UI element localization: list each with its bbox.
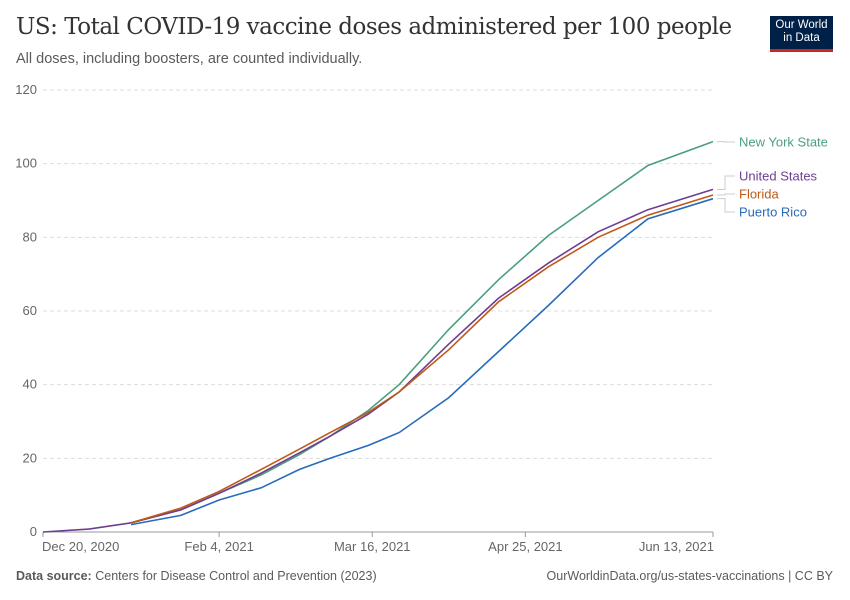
y-tick-label: 60 [23, 303, 37, 318]
source-url[interactable]: OurWorldinData.org/us-states-vaccination… [546, 569, 833, 583]
y-tick-label: 20 [23, 450, 37, 465]
series-line-new-york-state [130, 140, 714, 524]
y-tick-label: 100 [15, 156, 37, 171]
y-tick-label: 0 [30, 524, 37, 539]
series-line-florida [130, 194, 714, 524]
series-label: New York State [739, 135, 828, 150]
x-tick-label: Dec 20, 2020 [42, 539, 119, 554]
x-tick-label: Feb 4, 2021 [184, 539, 253, 554]
series-line-puerto-rico [130, 197, 714, 526]
y-tick-label: 80 [23, 229, 37, 244]
series-line-united-states [42, 188, 714, 533]
source-label: Data source: [16, 569, 92, 583]
data-source: Data source: Centers for Disease Control… [16, 569, 377, 583]
label-connector [717, 175, 735, 190]
line-chart: 0 20 40 60 80 100 120 Dec 20, 2020 Feb 4, 2021 Ma… [15, 82, 828, 554]
series-label: Puerto Rico [739, 205, 807, 220]
y-tick-label: 120 [15, 82, 37, 97]
series-label: United States [739, 169, 818, 184]
source-text[interactable]: Centers for Disease Control and Preventi… [95, 569, 377, 583]
label-connector [717, 193, 735, 196]
owid-logo[interactable]: Our World in Data [770, 16, 833, 52]
x-tick-label: Mar 16, 2021 [334, 539, 411, 554]
series-label: Florida [739, 187, 780, 202]
label-connector [717, 198, 735, 213]
y-tick-label: 40 [23, 377, 37, 392]
chart-subtitle: All doses, including boosters, are count… [16, 51, 363, 67]
x-tick-label: Apr 25, 2021 [488, 539, 562, 554]
chart-title: US: Total COVID-19 vaccine doses adminis… [16, 14, 732, 40]
x-tick-label: Jun 13, 2021 [639, 539, 714, 554]
